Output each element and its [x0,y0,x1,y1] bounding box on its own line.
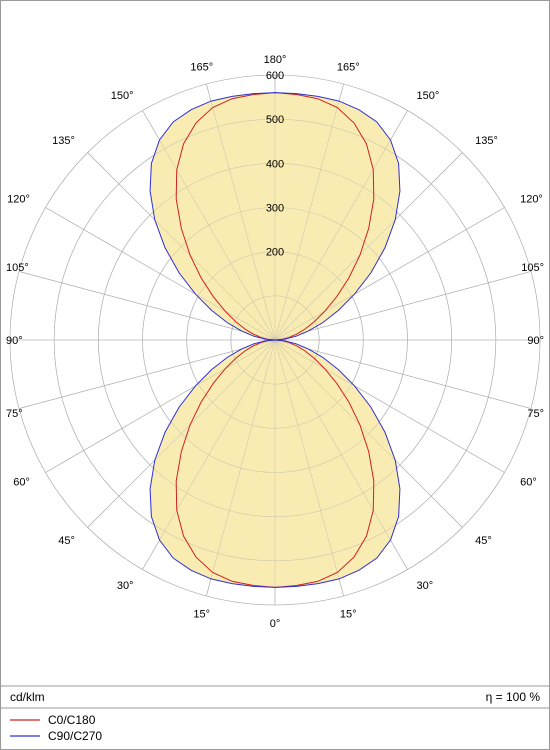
angle-label: 135° [475,135,498,147]
angle-label: 90° [527,335,544,347]
polar-chart-svg: 200 300 400 500 600 180° 165° 165° 150° 150° 135° 1… [0,0,550,750]
angle-label: 105° [521,262,544,274]
angle-label: 120° [520,194,543,206]
angle-label: 165° [190,62,213,74]
angle-label: 150° [417,90,440,102]
angle-label: 75° [527,408,544,420]
angle-label: 60° [520,477,537,489]
angle-label: 15° [340,608,357,620]
angle-label: 135° [52,135,75,147]
radial-tick-label: 300 [266,203,284,215]
efficiency-label: η = 100 % [486,690,541,704]
legend-label: C90/C270 [48,729,102,743]
radial-tick-label: 200 [266,247,284,259]
angle-label: 75° [6,408,23,420]
angle-label: 150° [111,90,134,102]
radial-tick-label: 400 [266,158,284,170]
angle-label: 45° [475,535,492,547]
angle-label: 0° [270,618,281,630]
legend-label: C0/C180 [48,713,96,727]
radial-tick-label: 600 [266,70,284,82]
angle-label: 165° [337,62,360,74]
angle-label: 120° [7,194,30,206]
chart-container: 200 300 400 500 600 180° 165° 165° 150° 150° 135° 1… [0,0,550,750]
angle-label: 30° [417,580,434,592]
angle-label: 45° [58,535,75,547]
angle-label: 90° [6,335,23,347]
angle-label: 30° [117,580,134,592]
angle-label: 15° [193,608,210,620]
units-label: cd/klm [10,690,45,704]
angle-label: 105° [6,262,29,274]
radial-tick-label: 500 [266,114,284,126]
angle-label: 60° [13,477,30,489]
angle-label: 180° [264,54,287,66]
